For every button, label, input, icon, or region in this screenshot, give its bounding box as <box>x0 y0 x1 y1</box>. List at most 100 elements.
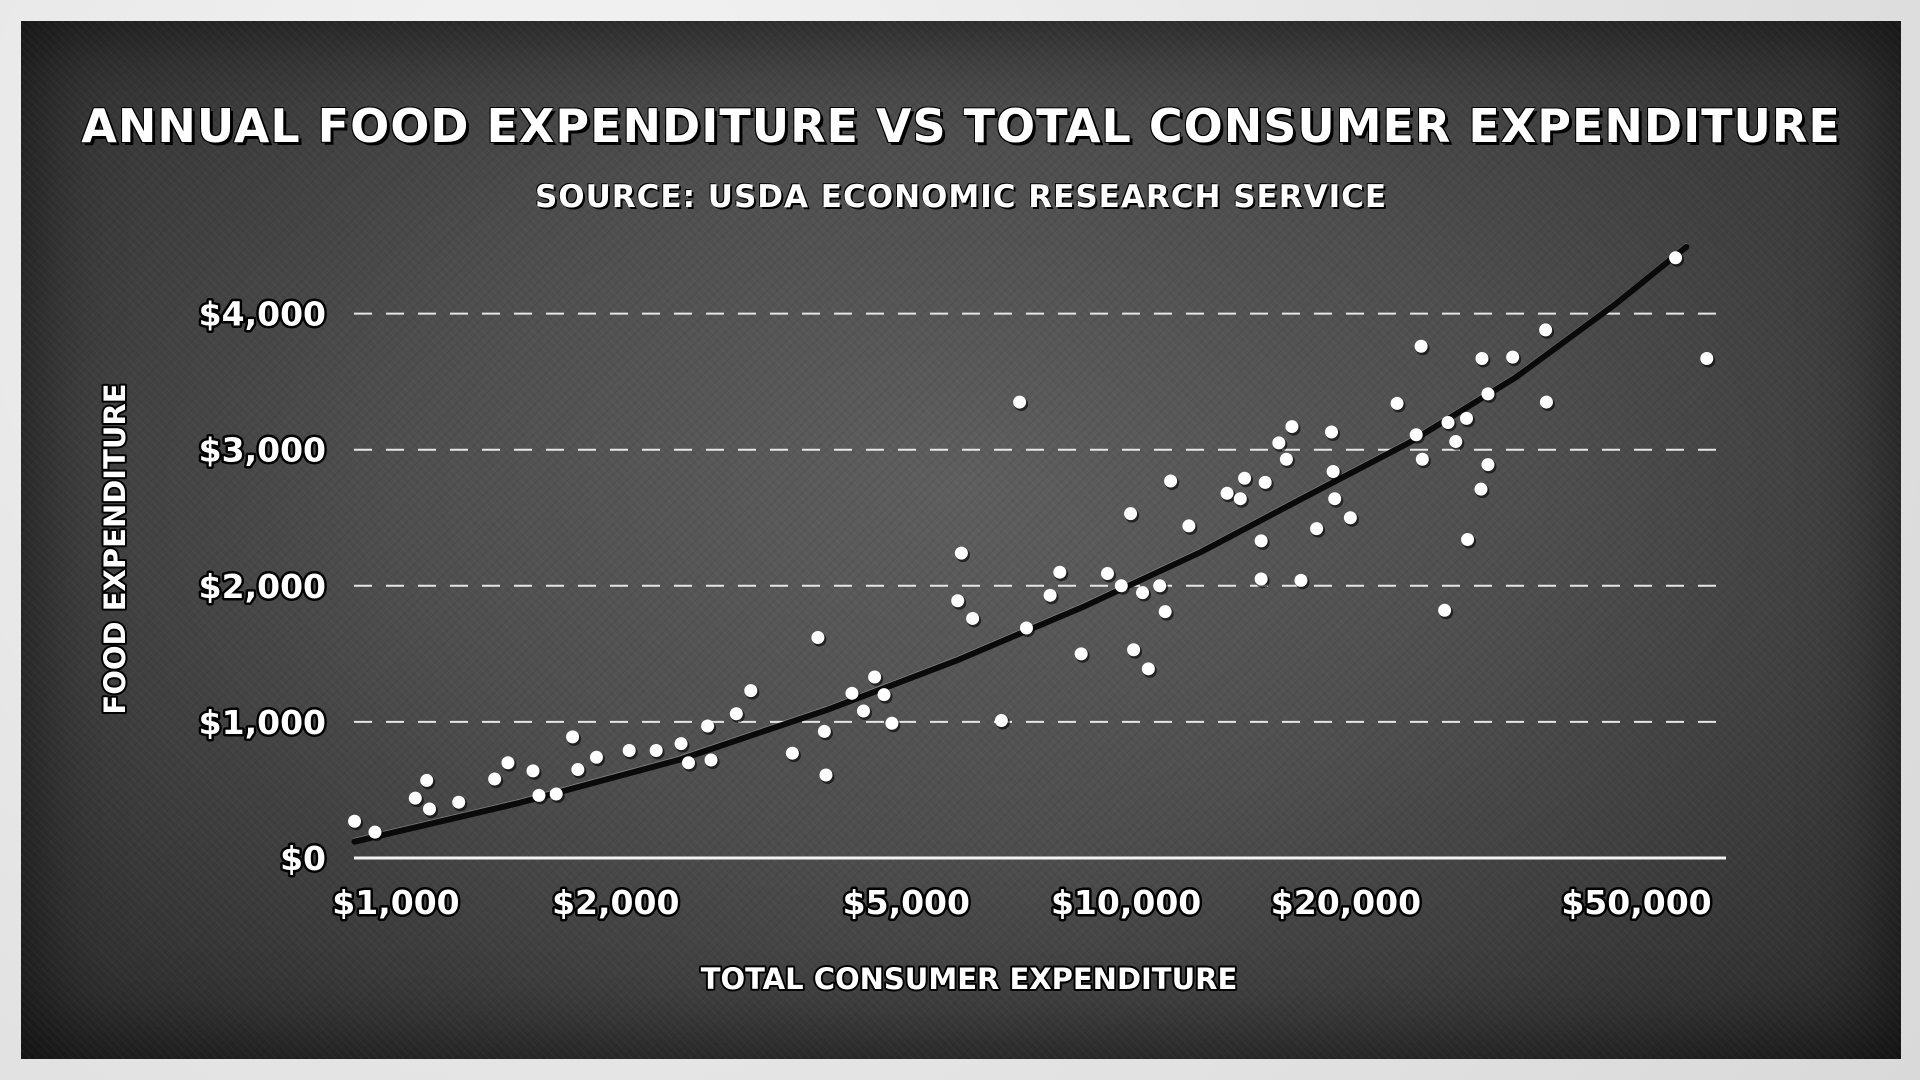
data-point-10 <box>549 787 563 801</box>
data-point-2 <box>408 791 422 805</box>
data-point-42 <box>1124 507 1138 521</box>
data-point-49 <box>1182 519 1196 533</box>
y-tick-labels: $0 $1,000 $2,000 $3,000 $4,000 <box>196 292 328 880</box>
data-point-19 <box>704 753 718 767</box>
data-point-20 <box>729 707 743 721</box>
gridlines <box>354 312 1726 723</box>
data-point-66 <box>1409 428 1423 442</box>
data-point-3 <box>420 773 434 787</box>
data-point-9 <box>532 788 546 802</box>
data-point-43 <box>1127 643 1141 657</box>
y-tick-label-2000: $2,000 <box>199 567 326 606</box>
chalkboard-background: ANNUAL FOOD EXPENDITURE VS TOTAL CONSUME… <box>21 21 1901 1059</box>
data-point-24 <box>817 724 831 738</box>
data-point-4 <box>423 802 437 816</box>
data-point-16 <box>674 737 688 751</box>
scatter-plot: $0$1,000$2,000$3,000$4,000 $1,000 $2,000 $… <box>96 242 1726 998</box>
data-point-6 <box>488 772 502 786</box>
data-point-13 <box>589 750 603 764</box>
data-point-23 <box>811 631 825 645</box>
data-point-51 <box>1233 492 1247 506</box>
data-point-17 <box>682 756 696 770</box>
data-point-52 <box>1238 471 1252 485</box>
data-point-65 <box>1390 396 1404 410</box>
data-point-8 <box>526 764 540 778</box>
data-point-46 <box>1153 579 1167 593</box>
x-tick-label-20000: $20,000 <box>1271 883 1421 922</box>
data-point-56 <box>1272 436 1286 450</box>
data-point-37 <box>1043 588 1057 602</box>
data-point-73 <box>1461 533 1475 547</box>
data-point-81 <box>1669 251 1683 265</box>
data-point-15 <box>649 743 663 757</box>
data-point-28 <box>868 670 882 684</box>
data-point-11 <box>566 730 580 744</box>
y-tick-label-1000: $1,000 <box>199 703 326 742</box>
x-tick-labels: $1,000 $2,000 $5,000 $10,000 $20,000 $50,000 <box>330 881 1714 925</box>
data-point-57 <box>1279 452 1293 466</box>
data-point-38 <box>1053 565 1067 579</box>
data-point-39 <box>1074 647 1088 661</box>
data-point-72 <box>1460 411 1474 425</box>
x-tick-label-10000: $10,000 <box>1051 883 1201 922</box>
data-point-60 <box>1310 522 1324 536</box>
data-point-47 <box>1158 605 1172 619</box>
trend-line <box>351 243 1690 845</box>
data-point-50 <box>1220 486 1234 500</box>
data-point-32 <box>951 594 965 608</box>
data-point-29 <box>877 688 891 702</box>
data-point-25 <box>819 768 833 782</box>
data-point-69 <box>1438 603 1452 617</box>
data-point-45 <box>1141 662 1155 676</box>
data-point-40 <box>1100 567 1114 581</box>
data-point-79 <box>1539 323 1553 337</box>
y-tick-label-3000: $3,000 <box>199 431 326 470</box>
data-point-62 <box>1326 464 1340 478</box>
data-point-27 <box>856 704 870 718</box>
data-point-74 <box>1474 482 1488 496</box>
data-point-22 <box>785 746 799 760</box>
y-tick-label-4000: $4,000 <box>199 295 326 334</box>
data-point-75 <box>1475 352 1489 366</box>
data-point-5 <box>452 795 466 809</box>
data-point-36 <box>1019 621 1033 635</box>
data-point-53 <box>1254 572 1268 586</box>
data-point-14 <box>622 743 636 757</box>
data-point-31 <box>954 546 968 560</box>
data-points <box>348 251 1716 842</box>
data-point-1 <box>368 825 382 839</box>
x-tick-label-5000: $5,000 <box>843 883 970 922</box>
data-point-26 <box>845 686 859 700</box>
data-point-76 <box>1481 458 1495 472</box>
y-tick-label-0: $0 <box>280 839 326 878</box>
data-point-35 <box>1013 395 1027 409</box>
data-point-78 <box>1506 350 1520 364</box>
data-point-54 <box>1254 534 1268 548</box>
data-point-82 <box>1700 352 1714 366</box>
chart-subtitle: SOURCE: USDA ECONOMIC RESEARCH SERVICE <box>534 179 1388 215</box>
trend-line-group <box>351 242 1690 845</box>
data-point-63 <box>1328 492 1342 506</box>
data-point-70 <box>1441 415 1455 429</box>
data-point-48 <box>1164 474 1178 488</box>
x-tick-label-1000: $1,000 <box>332 883 459 922</box>
data-point-18 <box>701 719 715 733</box>
data-point-12 <box>571 763 585 777</box>
data-point-58 <box>1285 420 1299 434</box>
data-point-44 <box>1136 586 1150 600</box>
data-point-71 <box>1449 435 1463 449</box>
trend-line-highlight <box>353 242 1688 840</box>
chart-title: ANNUAL FOOD EXPENDITURE VS TOTAL CONSUME… <box>81 99 1841 153</box>
x-tick-label-2000: $2,000 <box>552 883 679 922</box>
data-point-68 <box>1414 339 1428 353</box>
data-point-80 <box>1539 395 1553 409</box>
x-axis-label: TOTAL CONSUMER EXPENDITURE <box>701 962 1238 996</box>
data-point-7 <box>501 756 515 770</box>
data-point-30 <box>885 716 899 730</box>
data-point-59 <box>1294 573 1308 587</box>
data-point-64 <box>1343 511 1357 525</box>
data-point-61 <box>1325 425 1339 439</box>
data-point-33 <box>966 611 980 625</box>
data-point-0 <box>348 814 362 828</box>
data-point-67 <box>1415 452 1429 466</box>
